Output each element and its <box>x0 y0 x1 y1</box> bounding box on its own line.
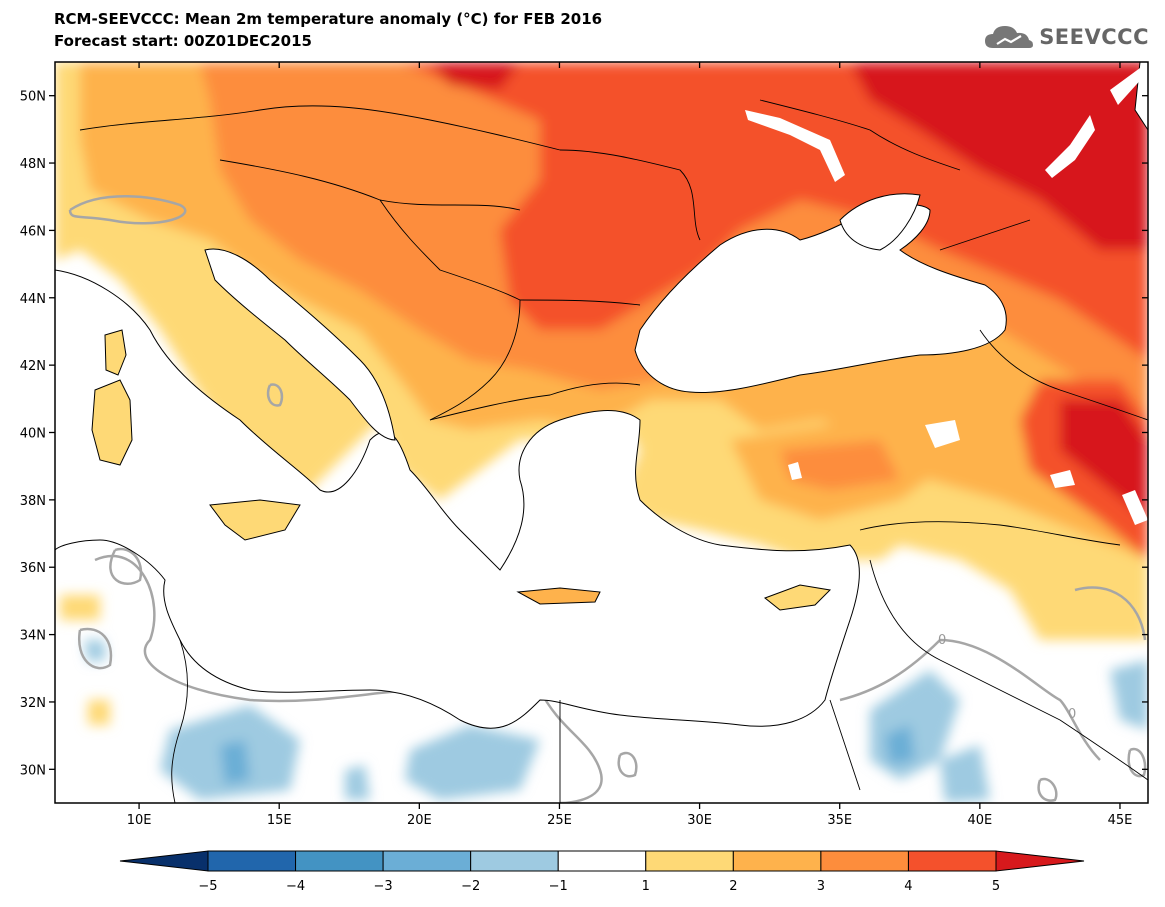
azov-sea <box>839 193 921 251</box>
colorbar-segment-5 <box>645 850 734 872</box>
colorbar-tick-label-3: −2 <box>461 879 480 894</box>
zero-contour-italy-loop <box>266 383 284 407</box>
colorbar-segment-6 <box>732 850 822 872</box>
lat-tick-label-1: 48N <box>20 157 46 172</box>
colorbar-segment-7 <box>820 850 909 872</box>
anomaly-band-gt5-caucasus <box>1060 400 1148 520</box>
cool-anomaly-tunisia <box>84 640 106 662</box>
lon-tick-label-4: 30E <box>687 813 712 828</box>
anomaly-band-3-4-anatolia <box>780 440 900 490</box>
anomaly-band-gt5-west <box>430 62 520 90</box>
lat-tick-label-3: 44N <box>20 292 46 307</box>
lon-tick-label-5: 35E <box>827 813 852 828</box>
crete-island <box>516 587 601 605</box>
lat-tick-label-8: 34N <box>20 629 46 644</box>
warm-blob-tunisia <box>60 595 100 620</box>
latitude-axis: 50N 48N 46N 44N 42N 40N 38N 36N 34N 32N 30N <box>20 90 1148 778</box>
cyprus-island <box>763 584 832 611</box>
cool-anomaly-iraq <box>1110 660 1148 730</box>
zero-contour-arabia-loop <box>1037 777 1058 802</box>
country-borders <box>79 99 1148 803</box>
zero-contour-alps <box>68 195 187 225</box>
colorbar-segment-1 <box>295 850 384 872</box>
lat-tick-label-0: 50N <box>20 90 46 105</box>
cool-anomaly-sahara <box>345 765 370 800</box>
cool-anomaly-egypt <box>405 725 540 800</box>
zero-contour-egypt-loop <box>617 751 638 778</box>
black-sea <box>634 204 1007 394</box>
white-patch-caucasus <box>1122 490 1148 525</box>
colorbar-tick-label-5: 1 <box>642 879 650 894</box>
zero-contour-egypt <box>538 689 603 803</box>
longitude-axis: 10E 15E 20E 25E 30E 35E 40E 45E <box>127 62 1133 828</box>
corsica-island <box>104 329 127 376</box>
lat-tick-label-2: 46N <box>20 224 46 239</box>
white-patch-anatolia-small <box>788 462 802 480</box>
colorbar-tick-label-1: −4 <box>286 879 305 894</box>
colorbar-low-extension <box>119 850 209 872</box>
colorbar-segment-3 <box>470 850 559 872</box>
zero-contour-iraq-loop <box>1127 747 1147 778</box>
lon-tick-label-6: 40E <box>967 813 992 828</box>
colorbar-tick-label-6: 2 <box>729 879 737 894</box>
colorbar-tick-label-0: −5 <box>198 879 217 894</box>
lat-tick-label-7: 36N <box>20 561 46 576</box>
lat-tick-label-10: 30N <box>20 763 46 778</box>
adriatic-sea <box>204 248 396 441</box>
lon-tick-label-3: 25E <box>547 813 572 828</box>
colorbar-segment-4 <box>557 850 647 872</box>
white-patch-ukraine <box>745 110 845 182</box>
white-patch-turkey-east <box>1050 470 1075 488</box>
lon-tick-label-2: 20E <box>407 813 432 828</box>
contour-label: 0 <box>938 633 946 648</box>
colorbar-segment-8 <box>907 850 997 872</box>
seevccc-logo: SEEVCCC <box>983 22 1149 52</box>
lon-tick-label-0: 10E <box>127 813 152 828</box>
lat-tick-label-5: 40N <box>20 427 46 442</box>
forecast-start-subtitle: Forecast start: 00Z01DEC2015 <box>54 32 312 50</box>
cool-anomaly-arabia <box>940 745 990 803</box>
lat-tick-label-4: 42N <box>20 359 46 374</box>
sardinia-island <box>91 379 133 466</box>
colorbar-tick-label-8: 4 <box>904 879 912 894</box>
cool-anomaly-libya-core <box>220 740 250 785</box>
logo-text: SEEVCCC <box>1039 25 1149 49</box>
anomaly-field: 0 0 0 <box>55 62 1148 803</box>
white-patch-caspian-coast <box>1110 68 1145 105</box>
colorbar-high-extension <box>995 850 1085 872</box>
colorbar-segment-2 <box>382 850 472 872</box>
lat-tick-label-9: 32N <box>20 696 46 711</box>
anomaly-band-gt5 <box>850 62 1148 250</box>
colorbar: −5 −4 −3 −2 −1 1 2 3 4 5 <box>119 850 1085 894</box>
colorbar-segment-0 <box>207 850 297 872</box>
mediterranean-sea <box>55 269 860 729</box>
zero-contour-levant <box>839 638 1101 761</box>
sicily-island <box>209 499 301 541</box>
white-patch-russia <box>1045 115 1095 178</box>
lat-tick-label-6: 38N <box>20 494 46 509</box>
lon-tick-label-1: 15E <box>267 813 292 828</box>
cloud-logo-icon <box>985 26 1034 48</box>
colorbar-tick-label-7: 3 <box>817 879 825 894</box>
colorbar-tick-label-4: −1 <box>549 879 568 894</box>
contour-label-secondary: 0 <box>1068 707 1076 722</box>
zero-contour-libya-loop <box>109 547 143 585</box>
lon-tick-label-7: 45E <box>1108 813 1133 828</box>
colorbar-tick-label-9: 5 <box>992 879 1000 894</box>
zero-contour-tunisia-loop <box>77 627 113 670</box>
white-patch-anatolia <box>925 420 960 448</box>
cool-anomaly-levant-core <box>885 725 915 765</box>
map-title: RCM-SEEVCCC: Mean 2m temperature anomaly… <box>54 10 603 28</box>
zero-contour-iraq <box>1074 586 1147 641</box>
colorbar-tick-label-2: −3 <box>374 879 393 894</box>
warm-blob-libya-coast <box>88 700 110 725</box>
